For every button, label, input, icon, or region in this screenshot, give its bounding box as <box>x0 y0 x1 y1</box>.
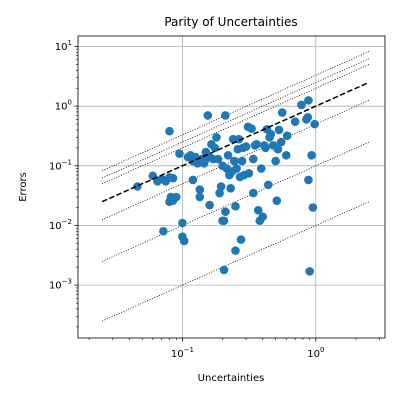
data-point <box>212 133 221 142</box>
data-point <box>305 267 315 276</box>
y-tick-label: 101 <box>55 39 72 53</box>
data-point <box>165 126 174 136</box>
data-point <box>249 154 258 164</box>
data-point <box>230 156 239 166</box>
chart-title: Parity of Uncertainties <box>164 15 297 29</box>
data-point <box>231 246 240 255</box>
data-point <box>249 188 258 198</box>
y-axis-label: Errors <box>18 172 29 202</box>
data-point <box>216 182 226 191</box>
data-point <box>195 185 205 194</box>
data-point <box>261 143 270 153</box>
data-point <box>258 212 268 222</box>
data-point <box>266 129 276 139</box>
data-point <box>175 149 184 158</box>
data-point <box>179 236 189 246</box>
data-point <box>277 108 287 117</box>
data-point <box>273 144 283 154</box>
data-point <box>304 175 313 185</box>
reference-line <box>101 51 370 172</box>
data-point <box>213 154 223 164</box>
data-point <box>310 119 319 129</box>
data-point <box>215 188 224 198</box>
reference-line <box>101 58 370 179</box>
y-tick-label: 100 <box>55 99 72 113</box>
data-point <box>168 173 178 183</box>
data-point <box>276 137 286 147</box>
data-point <box>307 151 316 160</box>
data-point <box>226 183 235 193</box>
data-point <box>178 218 187 228</box>
data-point <box>223 151 233 160</box>
data-point <box>237 156 247 166</box>
y-tick-label: 10−1 <box>49 158 72 172</box>
parity-line <box>101 81 370 203</box>
data-point <box>274 125 284 135</box>
data-point <box>272 196 282 206</box>
data-point <box>281 151 291 160</box>
data-point <box>271 156 280 166</box>
grid <box>78 36 385 338</box>
data-point <box>231 201 240 211</box>
data-point <box>232 164 241 173</box>
reference-line <box>101 201 370 322</box>
data-point <box>205 200 214 210</box>
data-point <box>188 175 198 185</box>
x-axis-ticks: 10−1 100 <box>88 338 380 360</box>
data-point <box>244 168 254 178</box>
data-point <box>159 226 168 236</box>
data-point <box>195 192 205 202</box>
data-point <box>219 216 229 226</box>
data-point <box>282 131 292 140</box>
reference-line <box>101 141 370 262</box>
data-point <box>210 143 220 153</box>
data-point <box>304 96 313 105</box>
data-point <box>236 235 246 244</box>
x-tick-label: 10−1 <box>171 346 194 360</box>
data-point <box>247 124 256 133</box>
data-point <box>221 111 230 120</box>
data-point <box>263 180 273 190</box>
y-tick-label: 10−2 <box>49 218 72 232</box>
reference-line <box>101 64 370 185</box>
data-point <box>253 205 263 215</box>
data-point <box>308 203 318 212</box>
y-tick-label: 10−3 <box>49 278 72 292</box>
parity-line-path <box>101 81 370 203</box>
data-point <box>221 207 230 217</box>
data-point <box>303 113 313 122</box>
x-axis-label: Uncertainties <box>198 373 265 384</box>
data-point <box>171 192 181 202</box>
data-point <box>219 265 229 275</box>
data-point <box>252 139 261 149</box>
data-point <box>241 142 251 151</box>
data-point <box>290 117 300 126</box>
y-axis-ticks: 10−3 10−2 10−1 100 101 <box>49 39 78 328</box>
axes-spines <box>77 35 386 339</box>
data-point <box>203 111 213 120</box>
axes-frame <box>77 35 386 339</box>
x-tick-label: 100 <box>307 346 324 360</box>
data-point <box>297 100 306 110</box>
data-point <box>256 164 266 173</box>
data-points <box>133 96 319 276</box>
